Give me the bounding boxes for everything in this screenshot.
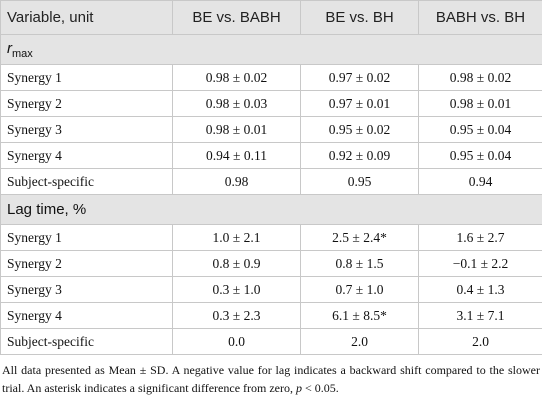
value-cell: 0.94 ± 0.11: [172, 142, 301, 169]
table-row: Synergy 1 1.0 ± 2.1 2.5 ± 2.4* 1.6 ± 2.7: [0, 224, 542, 251]
section-subscript: max: [12, 47, 33, 60]
row-label: Synergy 1: [0, 224, 173, 251]
value-cell: 0.3 ± 1.0: [172, 276, 301, 303]
section-title: rmax: [0, 34, 542, 65]
row-label: Synergy 1: [0, 64, 173, 91]
section-row: Lag time, %: [0, 194, 542, 225]
value-cell: 6.1 ± 8.5*: [300, 302, 419, 329]
value-cell: 0.0: [172, 328, 301, 355]
row-label: Synergy 4: [0, 302, 173, 329]
table-body: rmax Synergy 1 0.98 ± 0.02 0.97 ± 0.02 0.98 …: [0, 34, 542, 355]
column-header: BE vs. BH: [300, 0, 419, 35]
row-label: Synergy 3: [0, 116, 173, 143]
value-cell: 0.8 ± 0.9: [172, 250, 301, 277]
footnote: All data presented as Mean ± SD. A negat…: [0, 355, 542, 397]
footnote-symbol: p: [296, 381, 302, 395]
value-cell: 0.98 ± 0.02: [172, 64, 301, 91]
value-cell: 0.95 ± 0.04: [418, 116, 542, 143]
value-cell: 0.97 ± 0.02: [300, 64, 419, 91]
table-row: Synergy 3 0.3 ± 1.0 0.7 ± 1.0 0.4 ± 1.3: [0, 276, 542, 303]
table-row: Synergy 4 0.94 ± 0.11 0.92 ± 0.09 0.95 ± 0.…: [0, 142, 542, 169]
row-label: Synergy 2: [0, 90, 173, 117]
value-cell: 0.4 ± 1.3: [418, 276, 542, 303]
table-row: Subject-specific 0.98 0.95 0.94: [0, 168, 542, 195]
value-cell: 0.98 ± 0.01: [418, 90, 542, 117]
table-row: Synergy 1 0.98 ± 0.02 0.97 ± 0.02 0.98 ± 0.…: [0, 64, 542, 91]
value-cell: 0.95 ± 0.04: [418, 142, 542, 169]
column-header: BE vs. BABH: [172, 0, 301, 35]
row-label: Synergy 2: [0, 250, 173, 277]
value-cell: 0.98 ± 0.03: [172, 90, 301, 117]
value-cell: 1.6 ± 2.7: [418, 224, 542, 251]
table-row: Synergy 3 0.98 ± 0.01 0.95 ± 0.02 0.95 ± 0.…: [0, 116, 542, 143]
table-row: Subject-specific 0.0 2.0 2.0: [0, 328, 542, 355]
row-label: Synergy 3: [0, 276, 173, 303]
header-row: Variable, unit BE vs. BABH BE vs. BH BABH v…: [0, 0, 542, 35]
value-cell: 2.5 ± 2.4*: [300, 224, 419, 251]
table-row: Synergy 4 0.3 ± 2.3 6.1 ± 8.5* 3.1 ± 7.1: [0, 302, 542, 329]
value-cell: 0.92 ± 0.09: [300, 142, 419, 169]
value-cell: 0.98 ± 0.01: [172, 116, 301, 143]
value-cell: 2.0: [300, 328, 419, 355]
data-table: Variable, unit BE vs. BABH BE vs. BH BABH v…: [0, 0, 542, 355]
value-cell: 0.98: [172, 168, 301, 195]
section-row: rmax: [0, 34, 542, 65]
value-cell: 0.98 ± 0.02: [418, 64, 542, 91]
value-cell: 2.0: [418, 328, 542, 355]
section-title: Lag time, %: [0, 194, 542, 225]
value-cell: 0.95: [300, 168, 419, 195]
footnote-tail: < 0.05.: [302, 381, 339, 395]
value-cell: −0.1 ± 2.2: [418, 250, 542, 277]
value-cell: 0.8 ± 1.5: [300, 250, 419, 277]
row-label: Synergy 4: [0, 142, 173, 169]
column-header: Variable, unit: [0, 0, 173, 35]
value-cell: 0.7 ± 1.0: [300, 276, 419, 303]
value-cell: 0.95 ± 0.02: [300, 116, 419, 143]
section-title-text: Lag time, %: [7, 201, 87, 218]
section-symbol: r: [7, 39, 12, 57]
table-row: Synergy 2 0.8 ± 0.9 0.8 ± 1.5 −0.1 ± 2.2: [0, 250, 542, 277]
value-cell: 0.94: [418, 168, 542, 195]
row-label: Subject-specific: [0, 168, 173, 195]
row-label: Subject-specific: [0, 328, 173, 355]
column-header: BABH vs. BH: [418, 0, 542, 35]
value-cell: 1.0 ± 2.1: [172, 224, 301, 251]
value-cell: 3.1 ± 7.1: [418, 302, 542, 329]
value-cell: 0.3 ± 2.3: [172, 302, 301, 329]
table-row: Synergy 2 0.98 ± 0.03 0.97 ± 0.01 0.98 ± 0.…: [0, 90, 542, 117]
footnote-text: All data presented as Mean ± SD. A negat…: [2, 363, 540, 395]
value-cell: 0.97 ± 0.01: [300, 90, 419, 117]
